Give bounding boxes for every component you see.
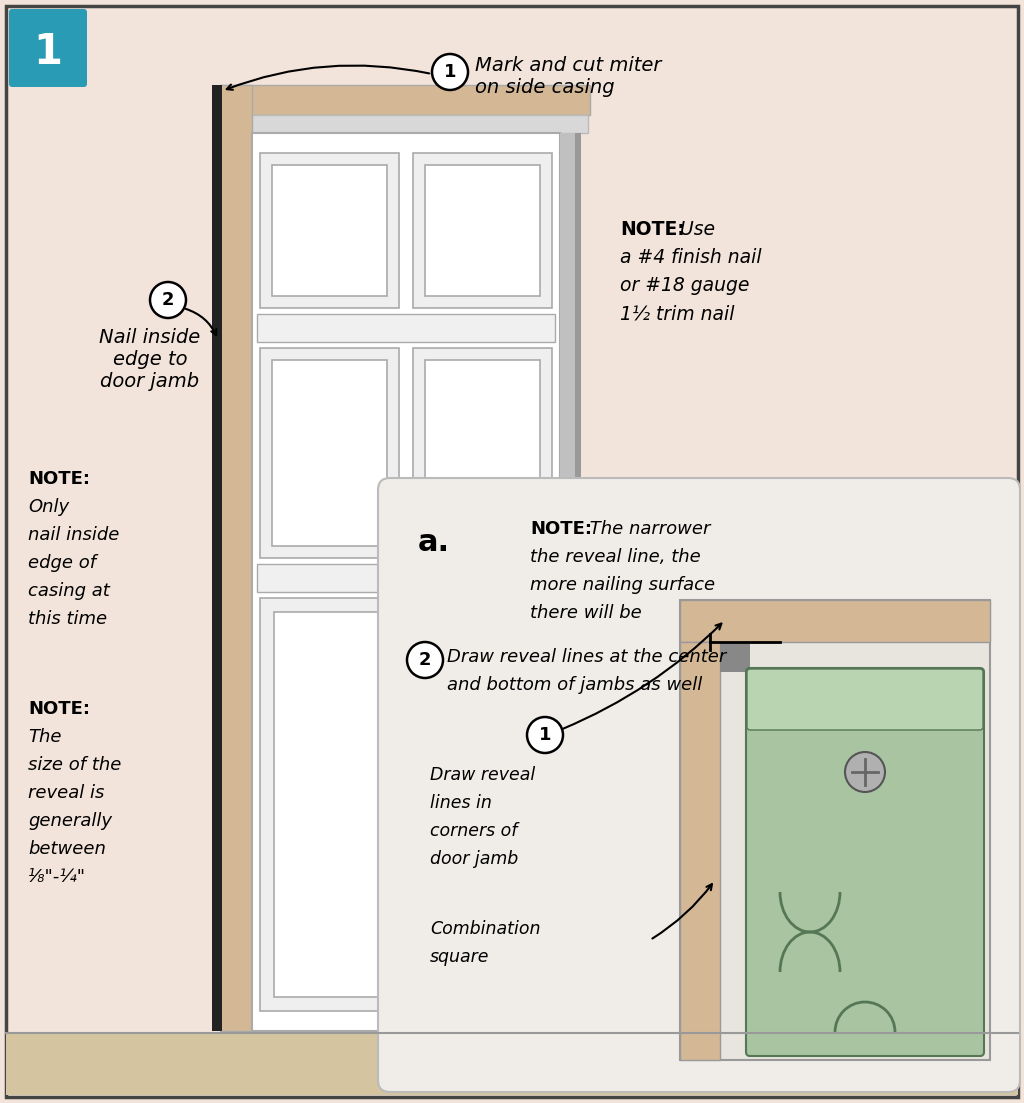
Text: Nail inside
edge to
door jamb: Nail inside edge to door jamb — [99, 328, 201, 390]
Text: Draw reveal lines at the center: Draw reveal lines at the center — [447, 647, 726, 666]
Text: between: between — [28, 840, 105, 858]
Text: this time: this time — [28, 610, 108, 628]
Text: 2: 2 — [419, 651, 431, 670]
Text: casing at: casing at — [28, 582, 110, 600]
FancyBboxPatch shape — [425, 165, 540, 296]
FancyBboxPatch shape — [220, 85, 590, 115]
FancyBboxPatch shape — [680, 600, 990, 642]
FancyBboxPatch shape — [274, 612, 385, 997]
Text: more nailing surface: more nailing surface — [530, 576, 715, 595]
Text: the reveal line, the: the reveal line, the — [530, 548, 700, 566]
FancyBboxPatch shape — [378, 478, 1020, 1092]
Text: generally: generally — [28, 812, 112, 829]
Text: Combination: Combination — [430, 920, 541, 938]
Text: reveal is: reveal is — [28, 784, 104, 802]
Text: The: The — [28, 728, 61, 746]
Circle shape — [150, 282, 186, 318]
Text: 2: 2 — [162, 291, 174, 309]
FancyBboxPatch shape — [260, 153, 399, 308]
FancyBboxPatch shape — [413, 349, 552, 558]
FancyBboxPatch shape — [746, 668, 984, 1056]
FancyBboxPatch shape — [413, 153, 552, 308]
Text: NOTE:: NOTE: — [28, 470, 90, 488]
FancyBboxPatch shape — [228, 115, 588, 133]
Text: or #18 gauge: or #18 gauge — [620, 276, 750, 295]
FancyBboxPatch shape — [212, 85, 222, 1031]
Circle shape — [527, 717, 563, 753]
Text: size of the: size of the — [28, 756, 122, 774]
Text: and bottom of jambs as well: and bottom of jambs as well — [447, 676, 702, 694]
FancyBboxPatch shape — [413, 598, 552, 1011]
Text: Mark and cut miter
on side casing: Mark and cut miter on side casing — [475, 56, 662, 97]
Circle shape — [845, 752, 885, 792]
Text: 1: 1 — [539, 726, 551, 745]
FancyBboxPatch shape — [6, 1034, 1018, 1095]
FancyBboxPatch shape — [252, 133, 560, 1031]
Text: door jamb: door jamb — [430, 850, 518, 868]
Text: Use: Use — [674, 219, 715, 239]
Text: The narrower: The narrower — [584, 520, 711, 538]
Text: there will be: there will be — [530, 604, 642, 622]
Text: 1: 1 — [34, 31, 62, 73]
Text: NOTE:: NOTE: — [530, 520, 592, 538]
FancyBboxPatch shape — [560, 133, 575, 1031]
Text: Only: Only — [28, 497, 70, 516]
Text: corners of: corners of — [430, 822, 517, 840]
FancyBboxPatch shape — [260, 598, 399, 1011]
Text: square: square — [430, 947, 489, 966]
FancyBboxPatch shape — [425, 360, 540, 546]
Text: nail inside: nail inside — [28, 526, 120, 544]
FancyBboxPatch shape — [746, 670, 983, 730]
FancyBboxPatch shape — [257, 564, 555, 592]
Text: 1: 1 — [443, 63, 457, 81]
FancyBboxPatch shape — [9, 9, 87, 87]
FancyBboxPatch shape — [427, 612, 538, 997]
FancyBboxPatch shape — [272, 360, 387, 546]
Text: NOTE:: NOTE: — [28, 700, 90, 718]
FancyBboxPatch shape — [6, 6, 1018, 1097]
Text: lines in: lines in — [430, 794, 492, 812]
FancyBboxPatch shape — [575, 133, 581, 1031]
FancyBboxPatch shape — [680, 600, 990, 1060]
FancyBboxPatch shape — [260, 349, 399, 558]
Text: ¹⁄₈"-¼": ¹⁄₈"-¼" — [28, 868, 86, 886]
FancyBboxPatch shape — [272, 165, 387, 296]
FancyBboxPatch shape — [720, 642, 750, 672]
FancyBboxPatch shape — [220, 85, 252, 1031]
Circle shape — [432, 54, 468, 90]
Circle shape — [407, 642, 443, 678]
Text: a.: a. — [418, 528, 451, 557]
Text: NOTE:: NOTE: — [620, 219, 685, 239]
FancyBboxPatch shape — [257, 314, 555, 342]
Text: edge of: edge of — [28, 554, 96, 572]
FancyBboxPatch shape — [680, 642, 720, 1060]
Text: Draw reveal: Draw reveal — [430, 765, 536, 784]
Text: a #4 finish nail: a #4 finish nail — [620, 248, 762, 267]
Text: 1½ trim nail: 1½ trim nail — [620, 304, 734, 323]
